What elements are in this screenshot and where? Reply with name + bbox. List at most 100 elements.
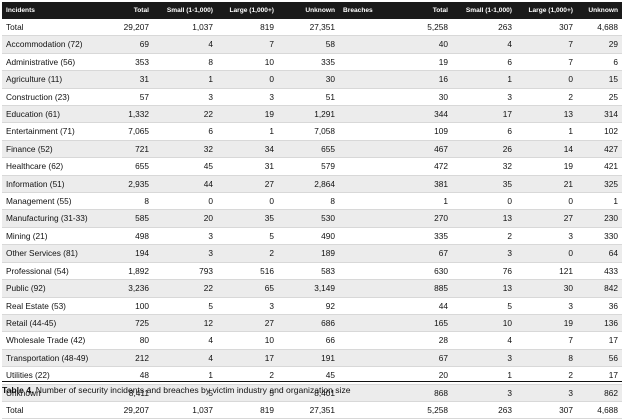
value-cell: 15 — [577, 70, 622, 89]
value-cell: 1 — [153, 70, 217, 89]
value-cell: 22 — [153, 105, 217, 124]
value-cell: 10 — [217, 331, 278, 350]
row-label-cell: Education (61) — [2, 105, 103, 124]
value-cell: 8 — [153, 53, 217, 72]
value-cell: 655 — [103, 157, 153, 176]
value-cell: 314 — [577, 105, 622, 124]
value-cell: 585 — [103, 209, 153, 228]
breaches-spacer-cell — [339, 105, 403, 124]
value-cell: 3 — [516, 297, 577, 315]
value-cell: 20 — [153, 209, 217, 228]
table-row: Wholesale Trade (42) 80 4 10 66 28 4 7 17 — [2, 331, 622, 350]
column-header: Total — [103, 2, 153, 19]
breaches-spacer-cell — [339, 157, 403, 176]
table-row: Construction (23) 57 3 3 51 30 3 2 25 — [2, 88, 622, 107]
value-cell: 26 — [452, 140, 516, 159]
column-header: Large (1,000+) — [217, 2, 278, 19]
value-cell: 1,291 — [278, 105, 339, 124]
value-cell: 819 — [217, 401, 278, 419]
breaches-spacer-cell — [339, 262, 403, 281]
row-label-cell: Accommodation (72) — [2, 35, 103, 54]
value-cell: 6 — [153, 122, 217, 141]
value-cell: 25 — [577, 88, 622, 107]
value-cell: 4,688 — [577, 19, 622, 37]
value-cell: 721 — [103, 140, 153, 159]
breaches-spacer-cell — [339, 244, 403, 263]
breaches-spacer-cell — [339, 331, 403, 350]
value-cell: 885 — [403, 279, 452, 298]
value-cell: 725 — [103, 314, 153, 333]
breaches-spacer-cell — [339, 122, 403, 141]
value-cell: 67 — [403, 244, 452, 263]
value-cell: 194 — [103, 244, 153, 263]
value-cell: 868 — [403, 384, 452, 402]
value-cell: 27 — [217, 175, 278, 194]
value-cell: 2,864 — [278, 175, 339, 194]
value-cell: 8,411 — [103, 384, 153, 402]
value-cell: 19 — [516, 157, 577, 176]
row-label-cell: Information (51) — [2, 175, 103, 194]
value-cell: 1,037 — [153, 401, 217, 419]
table-row: Transportation (48-49) 212 4 17 191 67 3 8 56 — [2, 349, 622, 368]
row-label-cell: Utilities (22) — [2, 366, 103, 385]
table-row: Public (92) 3,236 22 65 3,149 885 13 30 842 — [2, 279, 622, 298]
value-cell: 102 — [577, 122, 622, 141]
value-cell: 27 — [217, 314, 278, 333]
value-cell: 30 — [516, 279, 577, 298]
value-cell: 44 — [403, 297, 452, 315]
table-row: Healthcare (62) 655 45 31 579 472 32 19 421 — [2, 157, 622, 176]
value-cell: 17 — [577, 366, 622, 385]
value-cell: 7 — [516, 331, 577, 350]
table-row: Mining (21) 498 3 5 490 335 2 3 330 — [2, 227, 622, 246]
value-cell: 69 — [103, 35, 153, 54]
row-label-cell: Construction (23) — [2, 88, 103, 107]
value-cell: 189 — [278, 244, 339, 263]
value-cell: 4 — [153, 349, 217, 368]
value-cell: 819 — [217, 19, 278, 37]
column-header: Large (1,000+) — [516, 2, 577, 19]
value-cell: 0 — [217, 70, 278, 89]
column-header: Unknown — [278, 2, 339, 19]
table-row: Total 29,207 1,037 819 27,351 5,258 263 307 4,68… — [2, 19, 622, 37]
value-cell: 3 — [153, 244, 217, 263]
value-cell: 7 — [217, 35, 278, 54]
breaches-spacer-cell — [339, 209, 403, 228]
value-cell: 5,258 — [403, 401, 452, 419]
table-row: Unknown 8,411 5 5 8,401 868 3 3 862 — [2, 384, 622, 402]
value-cell: 381 — [403, 175, 452, 194]
value-cell: 29,207 — [103, 19, 153, 37]
value-cell: 793 — [153, 262, 217, 281]
value-cell: 307 — [516, 19, 577, 37]
value-cell: 263 — [452, 401, 516, 419]
value-cell: 30 — [278, 70, 339, 89]
value-cell: 427 — [577, 140, 622, 159]
value-cell: 0 — [516, 244, 577, 263]
value-cell: 5 — [217, 227, 278, 246]
value-cell: 7 — [516, 53, 577, 72]
value-cell: 58 — [278, 35, 339, 54]
value-cell: 3 — [153, 227, 217, 246]
value-cell: 2 — [217, 366, 278, 385]
value-cell: 1 — [153, 366, 217, 385]
value-cell: 3 — [452, 244, 516, 263]
table-row: Real Estate (53) 100 5 3 92 44 5 3 36 — [2, 297, 622, 315]
value-cell: 14 — [516, 140, 577, 159]
value-cell: 3 — [452, 349, 516, 368]
value-cell: 1 — [452, 366, 516, 385]
value-cell: 13 — [452, 279, 516, 298]
value-cell: 19 — [217, 105, 278, 124]
breaches-spacer-cell — [339, 401, 403, 419]
row-label-cell: Mining (21) — [2, 227, 103, 246]
value-cell: 2 — [516, 366, 577, 385]
value-cell: 3 — [516, 227, 577, 246]
value-cell: 7 — [516, 35, 577, 54]
value-cell: 12 — [153, 314, 217, 333]
value-cell: 0 — [153, 192, 217, 211]
value-cell: 1 — [577, 192, 622, 211]
value-cell: 35 — [217, 209, 278, 228]
value-cell: 5 — [452, 297, 516, 315]
value-cell: 22 — [153, 279, 217, 298]
value-cell: 0 — [516, 70, 577, 89]
value-cell: 10 — [452, 314, 516, 333]
value-cell: 19 — [516, 314, 577, 333]
